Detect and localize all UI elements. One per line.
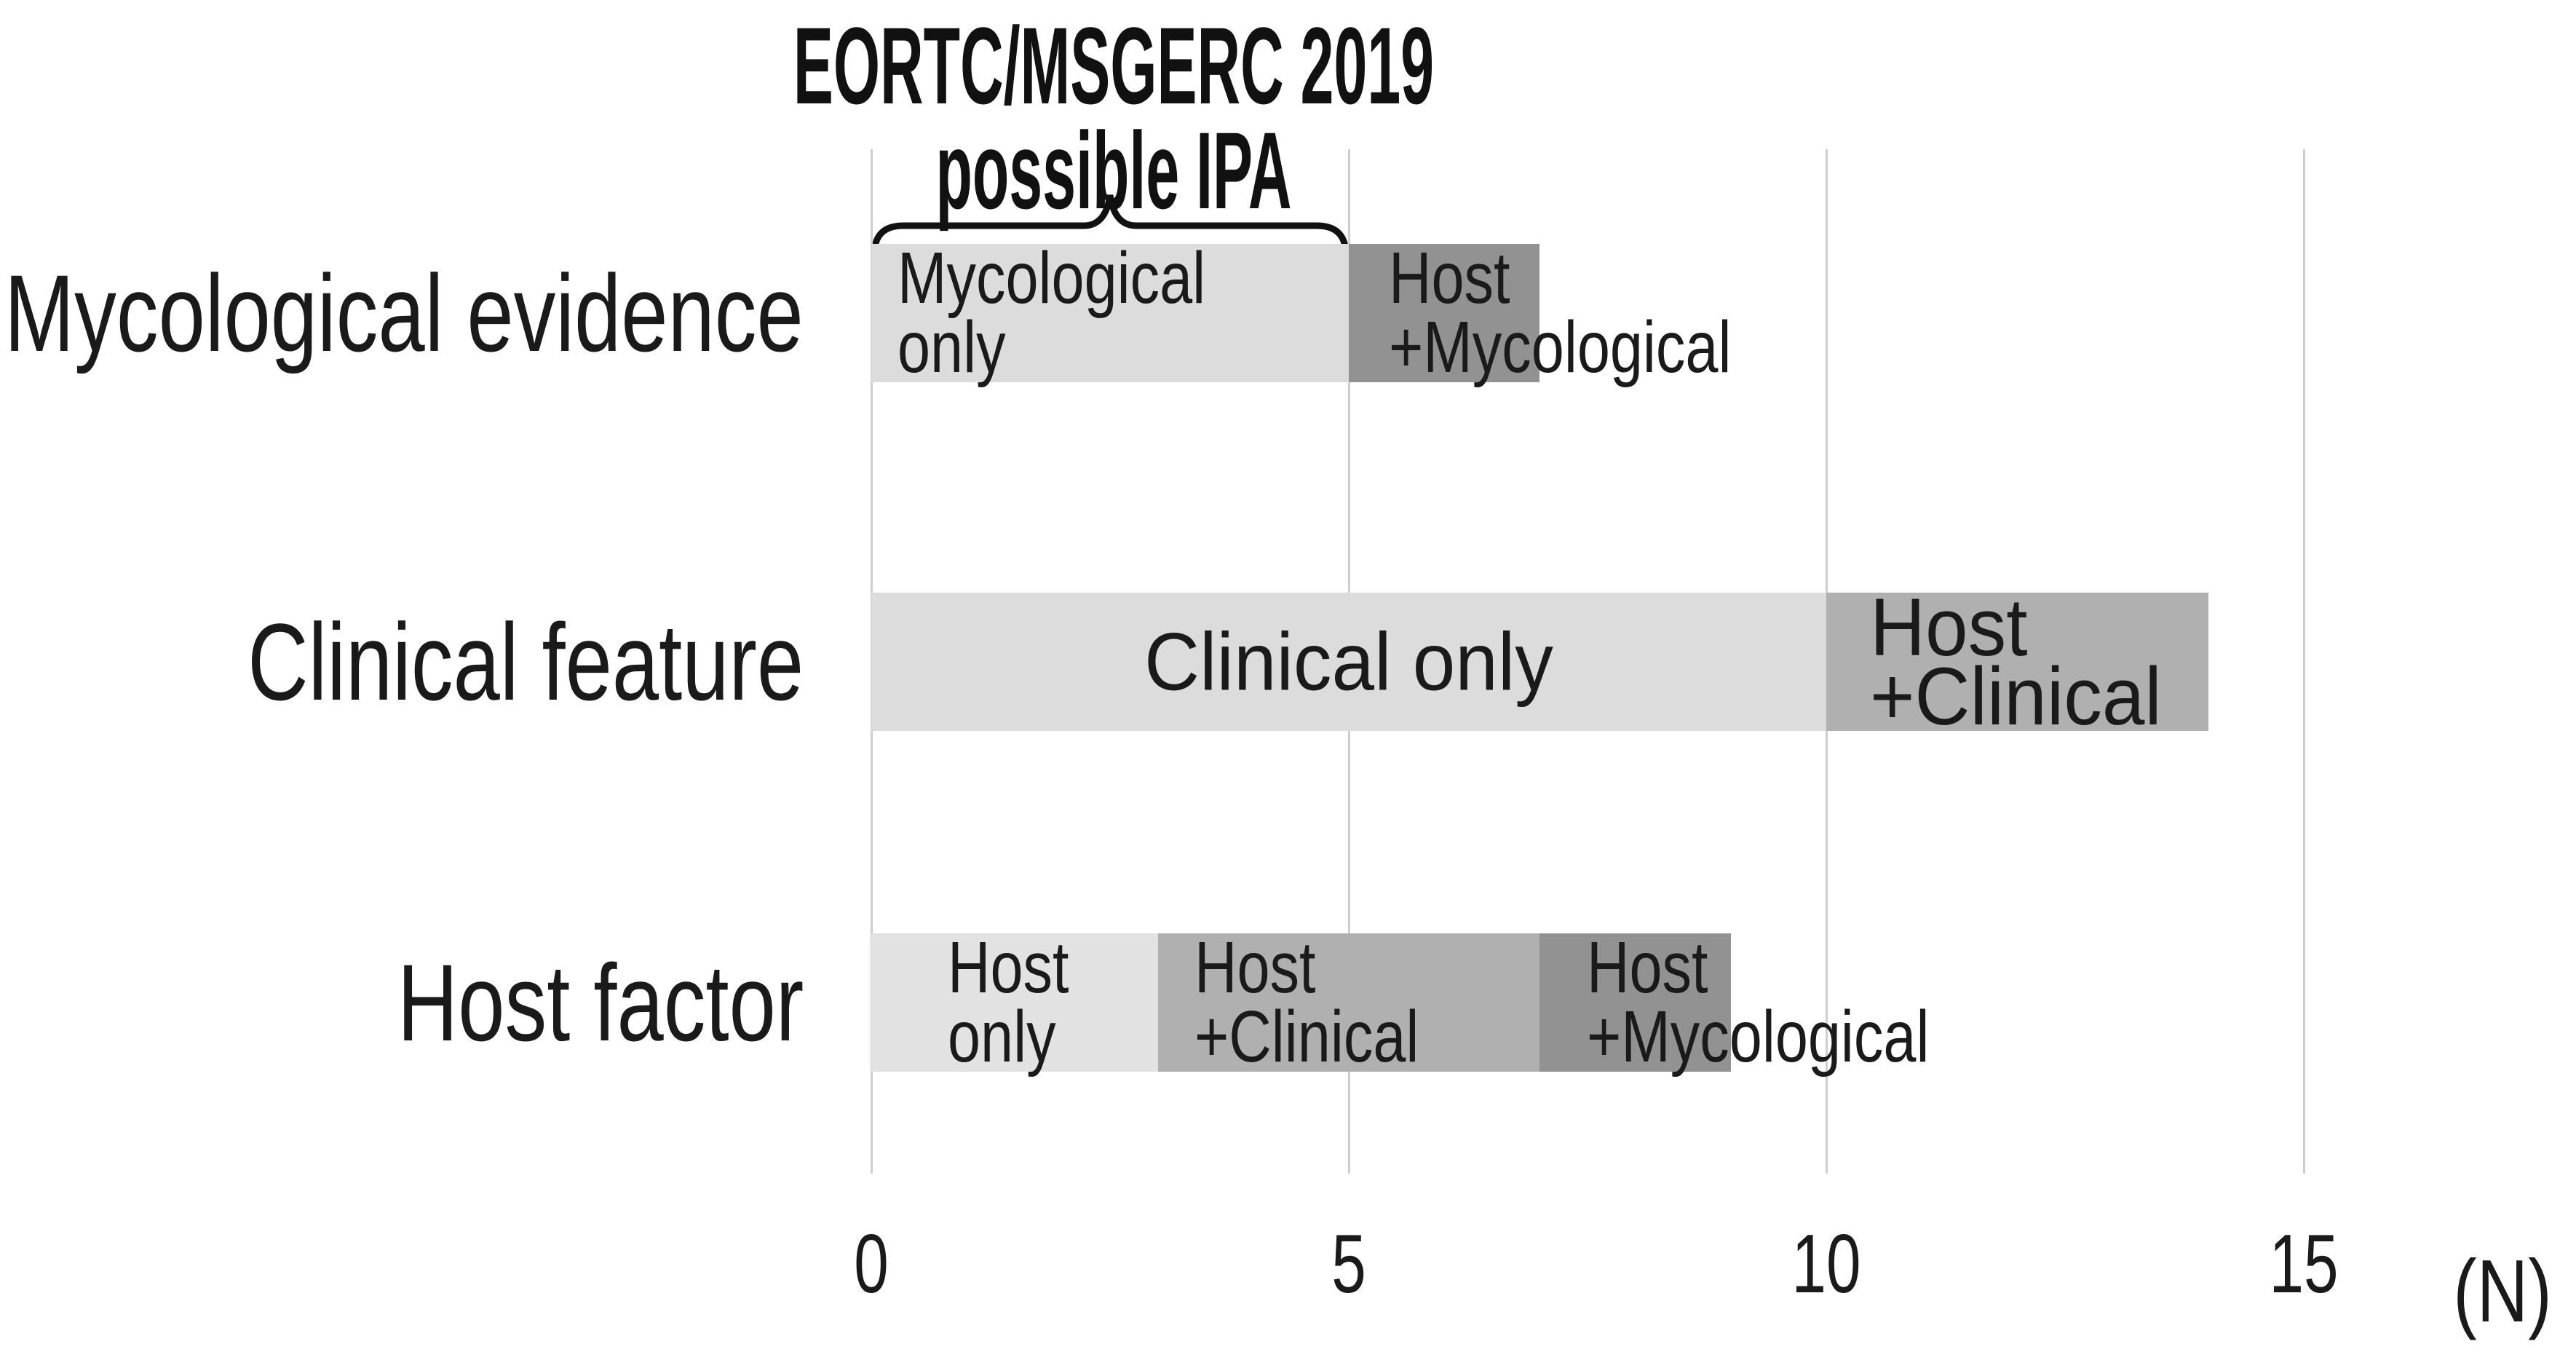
segment-label: Host +Mycological bbox=[1389, 237, 1732, 388]
bar-row-2: Clinical only Host +Clinical bbox=[0, 582, 2576, 742]
segment-label: Host +Mycological bbox=[1587, 927, 1930, 1078]
bar-segment: Host +Clinical bbox=[1826, 582, 2208, 742]
segment-label: Clinical only bbox=[1144, 616, 1553, 708]
x-tick-label: 10 bbox=[1791, 1218, 1861, 1311]
bar-segment: Host +Clinical bbox=[1157, 927, 1540, 1078]
x-tick-label: 15 bbox=[2269, 1218, 2339, 1311]
segment-label: Host only bbox=[948, 927, 1069, 1078]
segment-label: Host +Clinical bbox=[1194, 927, 1419, 1078]
bar-segment: Host +Mycological bbox=[1349, 242, 1731, 384]
bar-row-1: Mycological only Host +Mycological bbox=[0, 237, 2576, 388]
bar-row-3: Host only Host +Clinical Host +Mycological bbox=[0, 927, 2576, 1078]
segment-label: Host +Clinical bbox=[1870, 582, 2162, 742]
axis-unit-label: (N) bbox=[2453, 1241, 2552, 1340]
x-tick-label: 5 bbox=[1331, 1218, 1366, 1311]
category-label: Mycological evidence bbox=[4, 252, 804, 374]
gridline-15 bbox=[2302, 149, 2305, 1174]
category-label: Host factor bbox=[397, 941, 804, 1064]
annotation-title-line1: EORTC/MSGERC 2019 bbox=[793, 4, 1435, 127]
bar-segment: Mycological only bbox=[871, 237, 1349, 388]
x-tick-label: 0 bbox=[854, 1218, 889, 1311]
bar-segment: Host only bbox=[871, 927, 1158, 1078]
bar-segment: Clinical only bbox=[871, 593, 1826, 731]
overbrace-icon bbox=[871, 194, 1350, 256]
segment-label: Mycological only bbox=[897, 237, 1206, 388]
category-label: Clinical feature bbox=[247, 601, 804, 723]
bar-segment: Host +Mycological bbox=[1539, 931, 1930, 1073]
